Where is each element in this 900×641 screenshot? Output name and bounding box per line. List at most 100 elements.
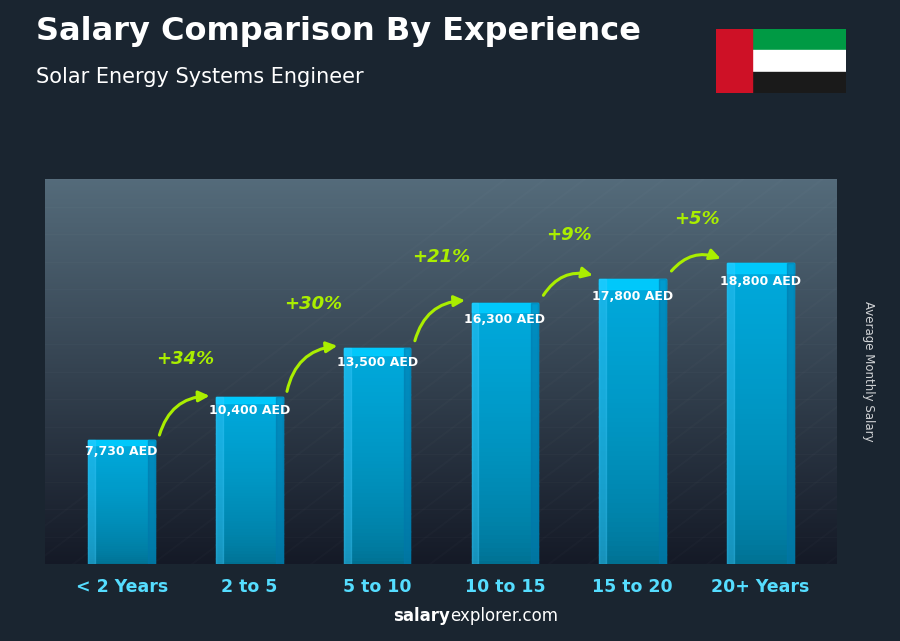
Bar (727, 263, 794, 273)
Bar (216, 514, 283, 517)
Bar (216, 531, 283, 533)
Bar (599, 459, 666, 464)
Bar (716, 50, 846, 72)
Bar (344, 394, 410, 398)
Bar (88, 492, 155, 494)
Bar (216, 553, 283, 556)
Bar (727, 508, 794, 514)
Bar (344, 488, 410, 492)
Bar (216, 489, 283, 492)
Bar (599, 440, 666, 445)
Bar (88, 512, 155, 515)
Text: 13,500 AED: 13,500 AED (337, 356, 418, 369)
Bar (472, 533, 538, 538)
Bar (727, 398, 794, 403)
Text: +21%: +21% (412, 248, 470, 266)
Bar (88, 440, 155, 442)
Bar (472, 394, 538, 399)
Bar (599, 303, 666, 308)
Bar (216, 497, 283, 500)
Bar (344, 535, 410, 539)
Bar (599, 531, 666, 536)
Bar (216, 536, 283, 539)
Bar (727, 438, 794, 444)
Bar (727, 478, 794, 484)
Bar (216, 461, 283, 464)
Bar (88, 496, 155, 498)
Bar (88, 558, 155, 560)
Bar (88, 517, 155, 519)
Bar (344, 506, 410, 510)
Bar (727, 353, 794, 358)
Bar (727, 393, 794, 398)
Bar (216, 539, 283, 542)
Bar (88, 453, 155, 454)
Bar (344, 445, 410, 449)
Bar (88, 537, 155, 539)
Bar (599, 331, 666, 336)
Bar (344, 560, 410, 564)
Bar (472, 381, 538, 386)
Bar (88, 551, 155, 554)
Bar (472, 560, 538, 564)
Bar (88, 504, 155, 506)
Bar (599, 321, 666, 326)
Bar (472, 390, 538, 394)
Bar (599, 307, 666, 312)
Bar (599, 312, 666, 317)
Bar (344, 358, 410, 362)
Bar (727, 519, 794, 524)
Bar (344, 524, 410, 528)
Bar (216, 506, 283, 508)
Bar (472, 446, 538, 451)
Bar (472, 372, 538, 377)
Bar (727, 263, 734, 564)
Bar (88, 475, 155, 478)
Bar (472, 481, 538, 486)
Bar (344, 517, 410, 520)
Bar (344, 549, 410, 553)
Bar (344, 380, 410, 384)
Bar (472, 451, 538, 455)
Bar (344, 492, 410, 495)
Bar (216, 547, 283, 550)
Bar (472, 460, 538, 464)
Bar (599, 502, 666, 507)
Bar (344, 513, 410, 517)
Bar (216, 447, 283, 450)
Bar (727, 494, 794, 499)
Bar (88, 451, 155, 453)
Bar (727, 343, 794, 348)
Bar (727, 453, 794, 459)
Bar (472, 499, 538, 503)
Bar (88, 545, 155, 547)
Bar (727, 297, 794, 303)
Bar (599, 279, 666, 283)
Bar (727, 458, 794, 463)
Bar (216, 406, 283, 408)
Bar (599, 350, 666, 355)
Bar (216, 400, 283, 403)
Bar (727, 529, 794, 534)
Bar (472, 433, 538, 438)
Bar (344, 481, 410, 485)
Bar (472, 320, 538, 324)
Bar (472, 538, 538, 542)
Bar (88, 533, 155, 535)
Bar (727, 408, 794, 413)
Bar (88, 554, 155, 556)
Bar (216, 500, 283, 503)
Bar (472, 472, 538, 477)
Bar (727, 363, 794, 368)
Bar (88, 560, 155, 562)
Bar (659, 279, 666, 564)
Bar (472, 524, 538, 529)
Bar (472, 546, 538, 551)
Bar (88, 529, 155, 531)
Bar (599, 412, 666, 417)
Bar (404, 347, 410, 564)
Bar (599, 450, 666, 454)
Bar (472, 507, 538, 512)
Bar (88, 508, 155, 510)
Bar (599, 407, 666, 412)
